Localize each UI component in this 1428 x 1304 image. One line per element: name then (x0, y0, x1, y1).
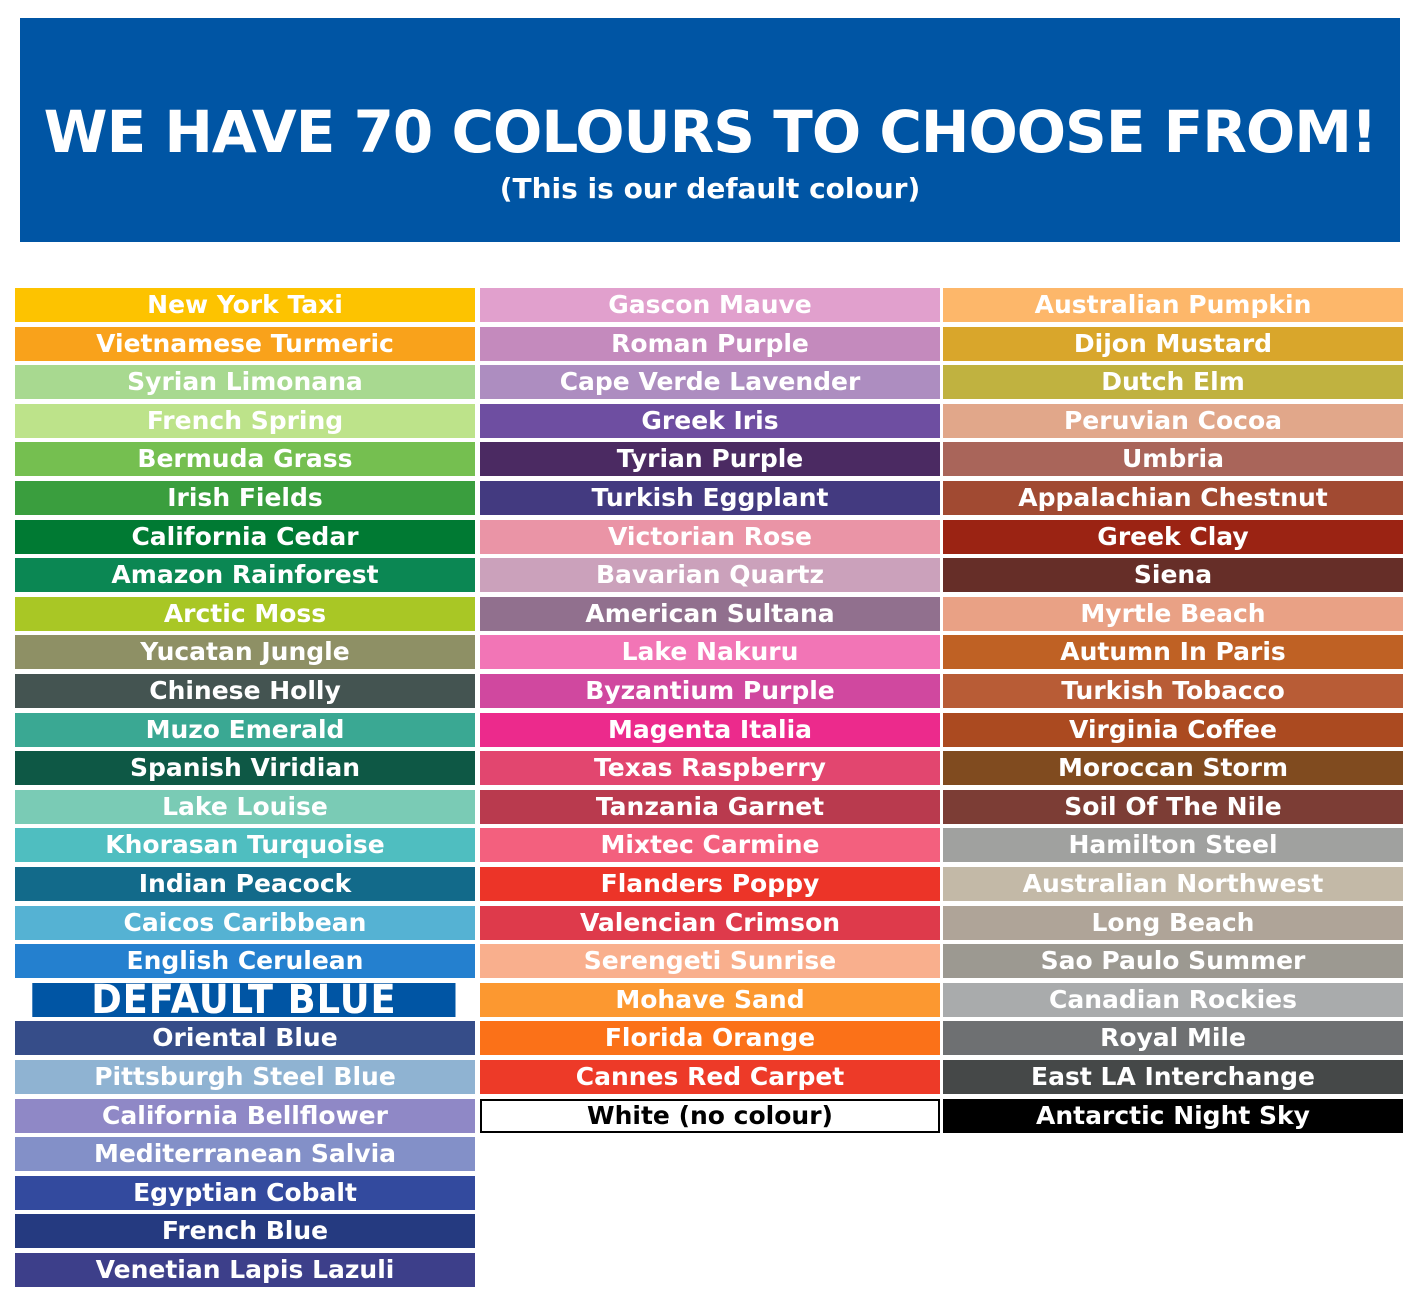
colour-swatch: Dutch Elm (943, 365, 1403, 400)
colour-swatch: Virginia Coffee (943, 712, 1403, 747)
colour-swatch: Moroccan Storm (943, 751, 1403, 786)
colour-swatch: American Sultana (480, 596, 940, 631)
colour-swatch: Spanish Viridian (15, 751, 475, 786)
colour-swatch: Umbria (943, 442, 1403, 477)
colour-swatch: Australian Northwest (943, 867, 1403, 901)
colour-swatch: Peruvian Cocoa (943, 403, 1403, 438)
colour-swatch: Bavarian Quartz (480, 558, 940, 593)
colour-swatch: Soil Of The Nile (943, 789, 1403, 824)
colour-swatch: Amazon Rainforest (15, 558, 475, 593)
colour-swatch: Myrtle Beach (943, 596, 1403, 631)
colour-swatch: Tanzania Garnet (480, 789, 940, 824)
colour-swatch: Florida Orange (480, 1021, 940, 1056)
colour-swatch: Magenta Italia (480, 712, 940, 747)
colour-swatch: Egyptian Cobalt (15, 1175, 475, 1210)
colour-swatch: Vietnamese Turmeric (15, 326, 475, 361)
colour-swatch: Mixtec Carmine (480, 828, 940, 863)
colour-swatch: Roman Purple (480, 326, 940, 361)
colour-swatch: English Cerulean (15, 944, 475, 979)
colour-swatch: Caicos Caribbean (15, 905, 475, 940)
colour-swatch: Long Beach (943, 905, 1403, 940)
colour-swatch: Mediterranean Salvia (15, 1137, 475, 1172)
colour-swatch: Australian Pumpkin (943, 288, 1403, 322)
colour-swatch: French Spring (15, 403, 475, 438)
colour-swatch: Oriental Blue (15, 1021, 475, 1056)
colour-swatch: Lake Louise (15, 789, 475, 824)
colour-swatch: Muzo Emerald (15, 712, 475, 747)
colour-swatch: Lake Nakuru (480, 635, 940, 670)
colour-swatch: Syrian Limonana (15, 365, 475, 400)
colour-swatch: Indian Peacock (15, 867, 475, 901)
colour-swatch: Turkish Tobacco (943, 674, 1403, 708)
colour-swatch: Hamilton Steel (943, 828, 1403, 863)
colour-swatch: California Cedar (15, 519, 475, 554)
colour-swatch: Cannes Red Carpet (480, 1060, 940, 1094)
colour-swatch: Autumn In Paris (943, 635, 1403, 670)
colour-swatch: Venetian Lapis Lazuli (15, 1253, 475, 1287)
colour-swatch: Dijon Mustard (943, 326, 1403, 361)
colour-swatch: Canadian Rockies (943, 982, 1403, 1017)
colour-swatch: Appalachian Chestnut (943, 481, 1403, 515)
colour-swatch: Gascon Mauve (480, 288, 940, 322)
colour-swatch: Flanders Poppy (480, 867, 940, 901)
colour-swatch: Royal Mile (943, 1021, 1403, 1056)
colour-swatch: Cape Verde Lavender (480, 365, 940, 400)
colour-swatch: Siena (943, 558, 1403, 593)
colour-swatch: Mohave Sand (480, 982, 940, 1017)
colour-swatch: Byzantium Purple (480, 674, 940, 708)
colour-swatch: Sao Paulo Summer (943, 944, 1403, 979)
colour-swatch: Antarctic Night Sky (943, 1098, 1403, 1133)
title: WE HAVE 70 COLOURS TO CHOOSE FROM! (43, 98, 1378, 166)
colour-swatch: New York Taxi (15, 288, 475, 322)
colour-swatch: Valencian Crimson (480, 905, 940, 940)
colour-swatch: Tyrian Purple (480, 442, 940, 477)
colour-swatch: Turkish Eggplant (480, 481, 940, 515)
colour-swatch: Bermuda Grass (15, 442, 475, 477)
colour-swatch: DEFAULT BLUE (32, 982, 456, 1017)
colour-swatch: Arctic Moss (15, 596, 475, 631)
colour-swatch: Texas Raspberry (480, 751, 940, 786)
colour-swatch: French Blue (15, 1214, 475, 1249)
colour-swatch: Serengeti Sunrise (480, 944, 940, 979)
colour-swatch: California Bellflower (15, 1098, 475, 1133)
colour-swatch: Khorasan Turquoise (15, 828, 475, 863)
colour-swatch: Greek Iris (480, 403, 940, 438)
colour-swatch: Pittsburgh Steel Blue (15, 1060, 475, 1094)
colour-swatch: White (no colour) (480, 1098, 940, 1133)
colour-swatch: East LA Interchange (943, 1060, 1403, 1094)
header-banner: WE HAVE 70 COLOURS TO CHOOSE FROM! (This… (20, 18, 1400, 242)
colour-swatch: Victorian Rose (480, 519, 940, 554)
colour-swatch: Yucatan Jungle (15, 635, 475, 670)
colour-swatch: Chinese Holly (15, 674, 475, 708)
colour-swatch: Greek Clay (943, 519, 1403, 554)
colour-swatch: Irish Fields (15, 481, 475, 515)
subtitle: (This is our default colour) (499, 172, 921, 205)
